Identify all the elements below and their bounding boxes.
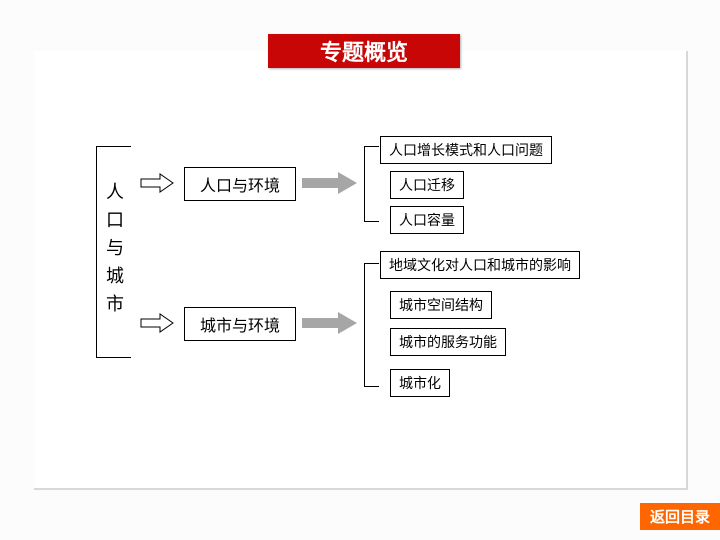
arrow-solid-icon xyxy=(302,311,358,335)
arrow-hollow-icon xyxy=(140,313,174,333)
leaf-node: 城市化 xyxy=(390,369,450,397)
mid-label: 人口与环境 xyxy=(200,172,280,196)
leaf-node: 人口迁移 xyxy=(390,171,464,199)
leaf-label: 城市空间结构 xyxy=(399,299,483,314)
arrow-solid-icon xyxy=(302,171,358,195)
leaf-node: 人口增长模式和人口问题 xyxy=(380,136,552,164)
root-label: 人口与城市 xyxy=(101,182,127,322)
mid-node-population: 人口与环境 xyxy=(184,167,296,201)
back-to-toc-label: 返回目录 xyxy=(650,509,710,526)
mid-node-city: 城市与环境 xyxy=(184,307,296,341)
leaf-label: 人口容量 xyxy=(399,214,455,229)
mid-label: 城市与环境 xyxy=(200,312,280,336)
bracket-top xyxy=(364,146,379,222)
leaf-label: 人口增长模式和人口问题 xyxy=(389,144,543,159)
leaf-node: 人口容量 xyxy=(390,206,464,234)
leaf-label: 人口迁移 xyxy=(399,179,455,194)
back-to-toc-button[interactable]: 返回目录 xyxy=(640,503,720,530)
leaf-node: 城市空间结构 xyxy=(390,291,492,319)
leaf-node: 城市的服务功能 xyxy=(390,328,506,356)
leaf-label: 城市的服务功能 xyxy=(399,336,497,351)
leaf-label: 城市化 xyxy=(399,377,441,392)
leaf-label: 地域文化对人口和城市的影响 xyxy=(389,259,571,274)
root-node: 人口与城市 xyxy=(96,146,131,358)
leaf-node: 地域文化对人口和城市的影响 xyxy=(380,251,580,279)
arrow-hollow-icon xyxy=(140,173,174,193)
page-title: 专题概览 xyxy=(320,35,408,67)
bracket-bottom xyxy=(364,263,379,387)
content-panel: 人口与城市 人口与环境 城市与环境 人口增长模式和人口问题 人口迁移 人口容量 … xyxy=(34,51,688,490)
page-title-banner: 专题概览 xyxy=(268,34,460,68)
